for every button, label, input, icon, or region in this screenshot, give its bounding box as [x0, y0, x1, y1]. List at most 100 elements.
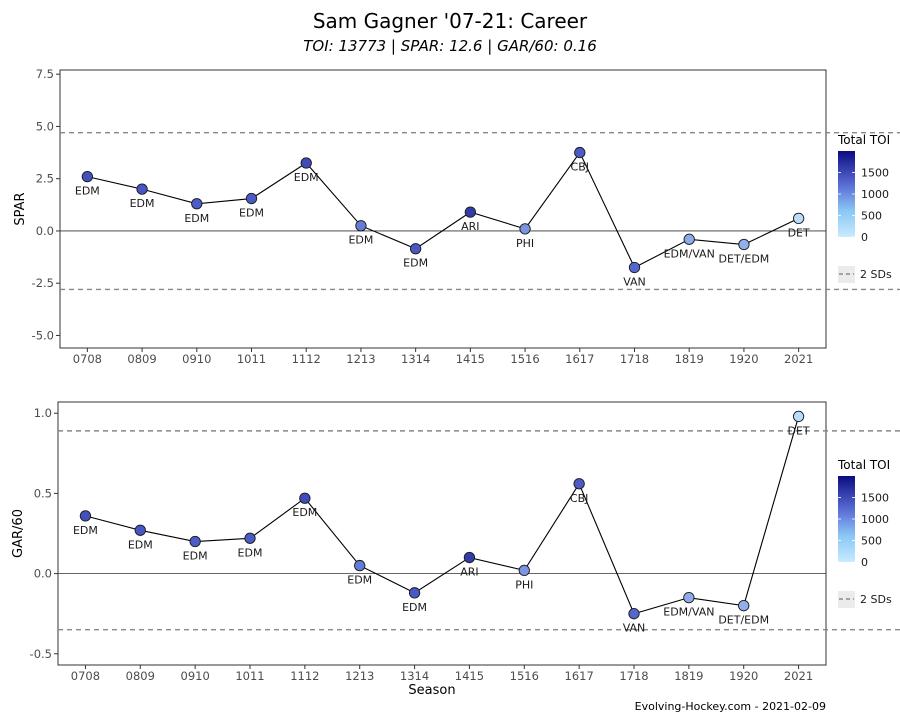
source-credit: Evolving-Hockey.com - 2021-02-09 — [634, 700, 826, 713]
sd-legend-label: 2 SDs — [860, 593, 892, 606]
data-point — [463, 551, 476, 564]
data-point — [683, 233, 695, 245]
x-tick-label: 1516 — [510, 352, 539, 366]
team-label: EDM — [130, 197, 155, 210]
toi-colorbar — [838, 151, 855, 237]
x-axis-title: Season — [408, 683, 455, 698]
data-point — [136, 183, 148, 195]
team-label: PHI — [515, 578, 533, 591]
team-label: CBJ — [571, 161, 589, 174]
x-tick-label: 1011 — [235, 669, 264, 683]
data-point — [738, 238, 750, 251]
data-point — [189, 535, 201, 548]
x-tick-label: 0809 — [126, 669, 155, 683]
team-label: EDM/VAN — [664, 247, 715, 260]
team-label: EDM — [403, 257, 428, 270]
colorbar-label: 500 — [861, 535, 882, 548]
y-tick-label: 0.0 — [36, 224, 54, 238]
team-label: EDM — [184, 212, 209, 225]
team-label: EDM — [347, 574, 372, 587]
x-tick-label: 0708 — [73, 352, 102, 366]
x-tick-label: 1617 — [565, 352, 594, 366]
x-tick-label: 1415 — [456, 352, 485, 366]
team-label: EDM — [402, 601, 427, 614]
team-label: EDM — [128, 538, 153, 551]
data-point — [299, 492, 311, 504]
plot-frame — [57, 401, 827, 666]
y-tick-label: 1.0 — [34, 406, 52, 420]
data-point — [81, 170, 94, 183]
team-label: EDM — [348, 234, 373, 247]
team-label: CBJ — [570, 492, 588, 505]
y-tick-label: 0.0 — [34, 567, 52, 581]
data-point — [518, 564, 530, 577]
data-point — [245, 192, 258, 205]
spar-panel: 7.5 5.0 2.5 0.0 -2.5 -5.0 0708 0809 0910 1011 1112… — [13, 67, 900, 366]
team-label: PHI — [516, 237, 534, 250]
team-label: VAN — [623, 276, 646, 289]
colorbar-label: 0 — [861, 231, 868, 244]
x-tick-label: 1011 — [237, 352, 266, 366]
gar60-panel: 1.0 0.5 0.0 -0.5 0708 0809 0910 1011 1112 1213 131… — [11, 401, 900, 698]
team-label: DET — [788, 424, 810, 437]
gar60-legend: Total TOI 1500 1000 500 0 2 SDs — [837, 458, 892, 608]
y-tick-label: -2.5 — [32, 276, 54, 290]
x-tick-label: 1819 — [674, 669, 703, 683]
y-axis-title: GAR/60 — [11, 509, 26, 558]
colorbar-label: 1000 — [861, 188, 889, 201]
y-tick-label: -5.0 — [32, 328, 54, 342]
x-tick-label: 2021 — [784, 352, 813, 366]
data-point — [628, 608, 640, 620]
team-label: EDM — [292, 506, 317, 519]
x-tick-label: 1415 — [455, 669, 484, 683]
y-tick-label: 2.5 — [36, 172, 54, 186]
team-label: EDM — [75, 185, 100, 198]
data-point — [574, 146, 586, 159]
x-tick-label: 1718 — [619, 669, 648, 683]
data-point — [792, 410, 805, 423]
data-point — [300, 157, 312, 169]
y-tick-label: 5.0 — [36, 119, 54, 133]
x-tick-label: 1112 — [292, 352, 321, 366]
x-tick-label: 1213 — [346, 352, 375, 366]
data-point — [409, 243, 422, 255]
x-tick-label: 1920 — [729, 669, 758, 683]
team-label: DET — [788, 226, 810, 239]
data-point — [354, 559, 366, 572]
x-tick-label: 0708 — [71, 669, 100, 683]
sd-legend-label: 2 SDs — [860, 268, 892, 281]
legend-title: Total TOI — [837, 133, 890, 147]
data-point — [244, 532, 256, 544]
data-point — [355, 220, 367, 232]
data-point — [628, 261, 641, 274]
team-label: DET/EDM — [719, 253, 770, 266]
x-tick-label: 1718 — [620, 352, 649, 366]
team-label: EDM/VAN — [663, 606, 714, 619]
x-tick-label: 1516 — [510, 669, 539, 683]
spar-legend: Total TOI 1500 1000 500 0 2 SDs — [837, 133, 892, 283]
team-label: ARI — [461, 220, 479, 233]
x-tick-label: 1819 — [675, 352, 704, 366]
colorbar-label: 0 — [861, 556, 868, 569]
plot-frame — [59, 69, 827, 349]
x-tick-label: 1213 — [345, 669, 374, 683]
data-point — [792, 212, 805, 225]
colorbar-label: 500 — [861, 210, 882, 223]
legend-title: Total TOI — [837, 458, 890, 472]
y-tick-label: 0.5 — [34, 486, 52, 500]
data-point — [408, 587, 421, 599]
team-label: EDM — [294, 171, 319, 184]
y-tick-label: 7.5 — [36, 67, 54, 81]
team-label: EDM — [183, 550, 208, 563]
chart-subtitle: TOI: 13773 | SPAR: 12.6 | GAR/60: 0.16 — [303, 37, 597, 55]
series-line — [87, 151, 799, 269]
series-line — [85, 416, 800, 615]
data-point — [191, 198, 203, 210]
colorbar-label: 1000 — [861, 513, 889, 526]
colorbar-label: 1500 — [861, 167, 889, 180]
data-point — [519, 223, 531, 235]
x-tick-label: 0809 — [127, 352, 156, 366]
x-tick-label: 0910 — [181, 669, 210, 683]
team-label: EDM — [73, 524, 98, 537]
